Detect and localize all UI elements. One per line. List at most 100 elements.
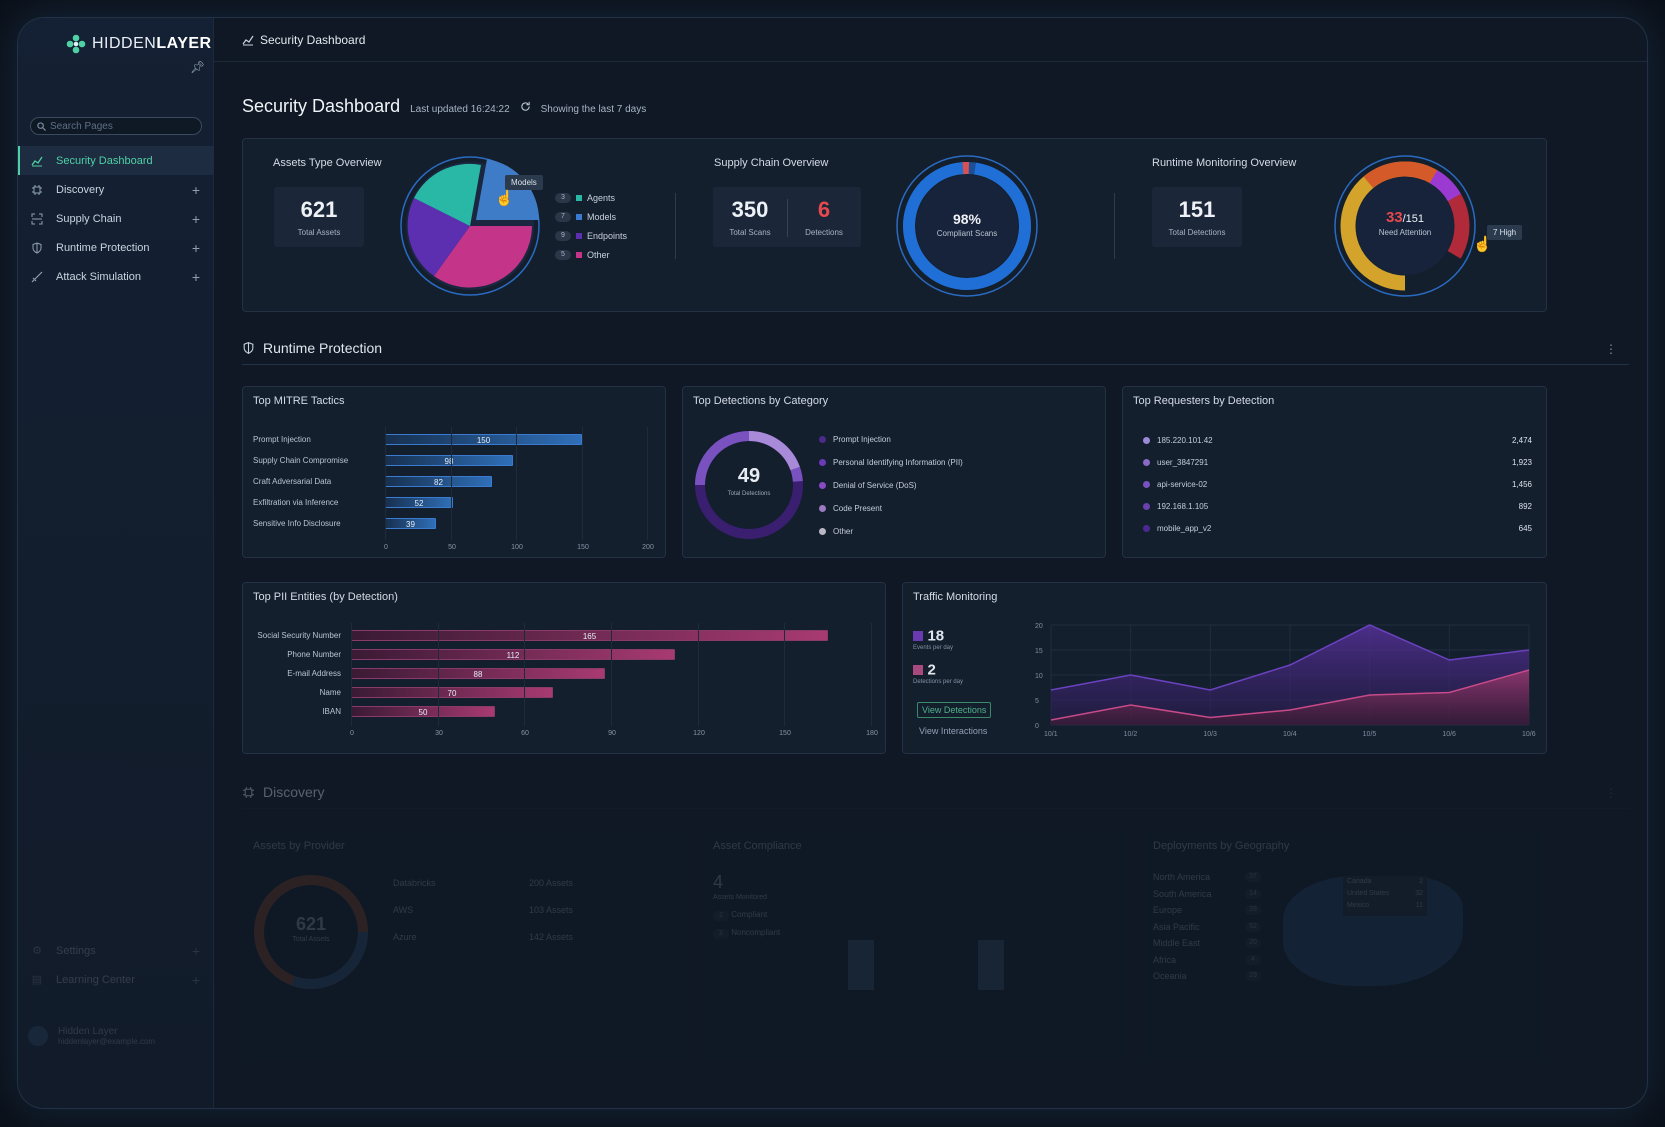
geo-row[interactable]: North America 37 [1153,872,1261,882]
requester-dot [1143,436,1150,444]
view-detections-button[interactable]: View Detections [917,702,992,718]
provider-row[interactable]: Azure 142 Assets [393,932,573,942]
bar-label: IBAN [322,707,341,716]
legend-agents[interactable]: 3 Agents [555,188,627,207]
bar[interactable]: 39 [385,518,436,529]
sidebar-item-attack-simulation[interactable]: Attack Simulation + [18,262,214,291]
pie-slice-agents[interactable] [414,163,481,226]
expand-plus-icon[interactable]: + [191,210,200,227]
legend-item[interactable]: Prompt Injection [819,435,891,444]
axis-tick: 0 [350,730,354,737]
sidebar-item-supply-chain[interactable]: Supply Chain + [18,204,214,233]
grid-line [451,427,452,540]
requester-dot [1143,502,1150,510]
geo-row[interactable]: Oceania 29 [1153,971,1261,981]
sidebar-item-runtime-protection[interactable]: Runtime Protection + [18,233,214,262]
chart-line-icon [242,35,254,45]
pie-slice-other[interactable] [434,226,532,288]
refresh-icon[interactable] [520,101,531,112]
categories-donut[interactable] [693,429,805,541]
sidebar-item-learning-center[interactable]: ▤ Learning Center + [18,965,214,994]
need-attention-donut[interactable] [1332,153,1478,299]
sidebar: HIDDENLAYER 📌︎ Security Dashboard Discov… [18,18,214,1108]
overview-card: Assets Type Overview 621 Total Assets Mo… [242,138,1547,312]
requester-row[interactable]: 185.220.101.42 2,474 [1143,433,1532,447]
expand-plus-icon[interactable]: + [191,942,200,959]
user-profile[interactable]: Hidden Layer hiddenlayer@example.com [28,1026,155,1046]
bar[interactable]: 112 [351,649,675,660]
user-email: hiddenlayer@example.com [58,1037,156,1046]
requester-row[interactable]: 192.168.1.105 892 [1143,499,1532,513]
card-title: Top Requesters by Detection [1133,395,1275,407]
geo-value: 4 [1245,954,1261,965]
area-detections[interactable] [1051,670,1529,725]
axis-tick: 90 [608,730,616,737]
sidebar-item-settings[interactable]: ⚙ Settings + [18,936,214,965]
legend-models[interactable]: 7 Models [555,207,627,226]
total-detections-value: 151 [1178,197,1216,222]
legend-other[interactable]: 5 Other [555,245,627,264]
geo-row[interactable]: Middle East 20 [1153,938,1261,948]
more-options-icon[interactable]: ⋮ [1605,786,1617,800]
requester-value: 892 [1518,501,1532,511]
pin-icon[interactable]: 📌︎ [190,60,206,74]
legend-dot [819,436,826,443]
compliant-scans-donut[interactable] [894,153,1040,299]
geo-row[interactable]: Africa 4 [1153,954,1261,965]
expand-plus-icon[interactable]: + [191,239,200,256]
requester-name: api-service-02 [1157,479,1208,489]
bar[interactable]: 82 [385,476,492,487]
geo-row[interactable]: South America 14 [1153,888,1261,899]
bar[interactable]: 88 [351,668,605,679]
geo-value: 20 [1245,938,1261,948]
logo[interactable]: HIDDENLAYER [66,34,212,54]
bar[interactable]: 150 [385,434,582,445]
expand-plus-icon[interactable]: + [191,181,200,198]
legend-item[interactable]: Code Present [819,504,882,513]
pie-slice-endpoints[interactable] [407,198,470,276]
sidebar-bottom-nav: ⚙ Settings + ▤ Learning Center + [18,936,214,994]
bar[interactable]: 50 [351,706,495,717]
geo-popup-value: 2 [1419,878,1423,885]
world-map[interactable] [1283,876,1463,986]
y-tick: 15 [1035,648,1043,655]
legend-item[interactable]: Denial of Service (DoS) [819,481,917,490]
geo-row[interactable]: Asia Pacific 52 [1153,921,1261,932]
more-options-icon[interactable]: ⋮ [1605,342,1617,356]
providers-donut[interactable] [251,872,371,992]
sidebar-item-label: Settings [56,944,96,957]
bar[interactable]: 70 [351,687,553,698]
geo-value: 29 [1245,971,1261,981]
bar[interactable]: 98 [385,455,513,466]
categories-total-group: 49 Total Detections [693,465,805,497]
legend-item[interactable]: Other [819,527,853,536]
provider-row[interactable]: Databricks 200 Assets [393,878,573,888]
bar[interactable]: 52 [385,497,453,508]
expand-plus-icon[interactable]: + [191,971,200,988]
search-input[interactable] [50,120,190,132]
sidebar-item-discovery[interactable]: Discovery + [18,175,214,204]
page-title: Security Dashboard [242,96,401,116]
bar[interactable]: 165 [351,630,828,641]
book-icon: ▤ [31,974,43,986]
requester-dot [1143,458,1150,466]
sidebar-item-security-dashboard[interactable]: Security Dashboard [18,146,214,175]
legend-item[interactable]: Personal Identifying Information (PII) [819,458,963,467]
requester-row[interactable]: mobile_app_v2 645 [1143,521,1532,535]
view-interactions-link[interactable]: View Interactions [919,726,988,736]
bar-label: Exfiltration via Inference [253,498,339,507]
detections-value: 6 [817,197,831,222]
axis-tick: 50 [448,544,456,551]
geo-row[interactable]: Europe 28 [1153,905,1261,915]
expand-plus-icon[interactable]: + [191,268,200,285]
legend-endpoints[interactable]: 9 Endpoints [555,226,627,245]
chart-line-icon [30,154,44,168]
requester-row[interactable]: api-service-02 1,456 [1143,477,1532,491]
events-swatch [913,630,923,641]
card-title: Assets by Provider [253,840,345,852]
geo-popup-value: 32 [1415,890,1423,897]
axis-tick: 150 [779,730,791,737]
traffic-area-chart[interactable]: 20 15 10 5 0 10/1 10/2 10/3 10/4 10/5 10/6 10/6 [1033,619,1538,749]
requester-row[interactable]: user_3847291 1,923 [1143,455,1532,469]
provider-row[interactable]: AWS 103 Assets [393,905,573,915]
